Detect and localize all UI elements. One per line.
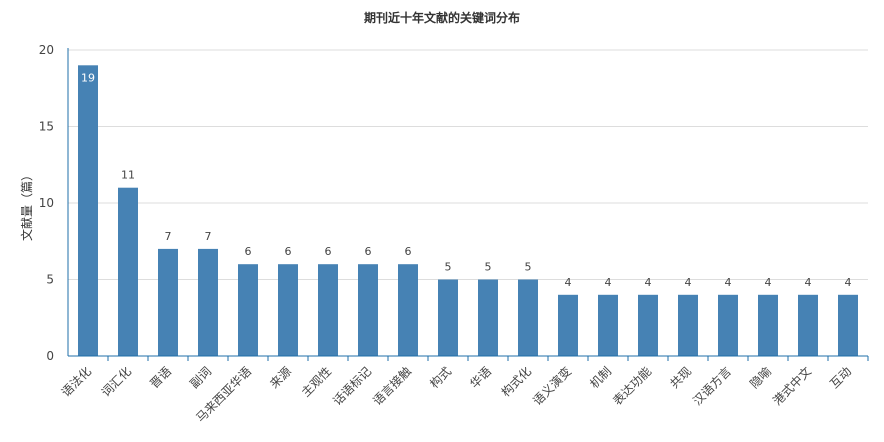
x-tick-label: 话语标记 <box>330 364 374 408</box>
bar <box>558 294 578 356</box>
data-label: 6 <box>285 245 292 258</box>
bar <box>118 187 138 356</box>
x-tick-label: 来源 <box>267 364 294 391</box>
x-tick-label: 构式化 <box>498 364 534 400</box>
bar <box>278 264 298 356</box>
axes <box>67 48 869 361</box>
x-tick-label: 词汇化 <box>99 364 134 399</box>
data-label: 11 <box>121 169 135 182</box>
bar <box>238 264 258 356</box>
x-tick-label: 互动 <box>827 364 854 391</box>
x-tick-label: 机制 <box>587 364 614 391</box>
bar <box>78 65 98 357</box>
chart-title: 期刊近十年文献的关键词分布 <box>364 10 520 25</box>
bar <box>318 264 338 356</box>
data-label: 6 <box>245 245 252 258</box>
y-tick-label: 0 <box>46 349 54 363</box>
x-tick-label: 语言接触 <box>370 364 415 409</box>
data-label: 7 <box>165 230 172 243</box>
y-tick-label: 15 <box>39 120 54 134</box>
bar <box>598 294 618 356</box>
bar <box>798 294 818 356</box>
bar <box>638 294 658 356</box>
bar <box>518 279 538 356</box>
bar <box>758 294 778 356</box>
x-tick-label: 隐喻 <box>747 364 775 392</box>
bar <box>358 264 378 356</box>
bar <box>718 294 738 356</box>
bar <box>678 294 698 356</box>
data-label: 5 <box>445 261 452 274</box>
bar <box>478 279 498 356</box>
data-label: 6 <box>365 245 372 258</box>
data-label: 5 <box>525 261 532 274</box>
bar <box>398 264 418 356</box>
y-axis-label: 文献量（篇） <box>19 169 34 241</box>
x-tick-label: 共现 <box>667 364 694 391</box>
x-tick-label: 语法化 <box>59 364 94 399</box>
data-label: 4 <box>845 276 852 289</box>
x-tick-label: 副词 <box>187 364 214 391</box>
data-label: 4 <box>805 276 812 289</box>
x-tick-label: 语义演变 <box>530 364 575 409</box>
bar <box>438 279 458 356</box>
x-tick-label: 晋语 <box>147 364 174 391</box>
x-tick-label: 汉语方言 <box>690 364 735 409</box>
bars <box>78 65 858 357</box>
data-label: 4 <box>765 276 772 289</box>
data-label: 5 <box>485 261 492 274</box>
x-tick-label: 表达功能 <box>610 364 654 408</box>
data-label: 4 <box>685 276 692 289</box>
data-labels: 19 11 7 7 6 6 6 6 6 5 5 5 4 4 4 4 4 4 4 4 <box>81 71 852 288</box>
data-label: 4 <box>565 276 572 289</box>
data-label: 4 <box>645 276 652 289</box>
data-label: 4 <box>725 276 732 289</box>
y-tick-label: 20 <box>39 43 54 57</box>
bar <box>198 248 218 356</box>
y-tick-label: 5 <box>46 273 54 287</box>
gridlines <box>68 49 868 280</box>
x-tick-label: 主观性 <box>299 364 334 399</box>
x-tick-label: 华语 <box>467 364 494 391</box>
bar <box>158 248 178 356</box>
data-label: 7 <box>205 230 212 243</box>
x-tick-label: 构式 <box>427 364 455 392</box>
data-label: 4 <box>605 276 612 289</box>
y-tick-label: 10 <box>39 196 54 210</box>
bar <box>838 294 858 356</box>
x-tick-label: 港式中文 <box>770 364 815 409</box>
data-label: 19 <box>81 71 95 84</box>
data-label: 6 <box>405 245 412 258</box>
data-label: 6 <box>325 245 332 258</box>
y-ticks: 0 5 10 15 20 <box>39 43 54 363</box>
